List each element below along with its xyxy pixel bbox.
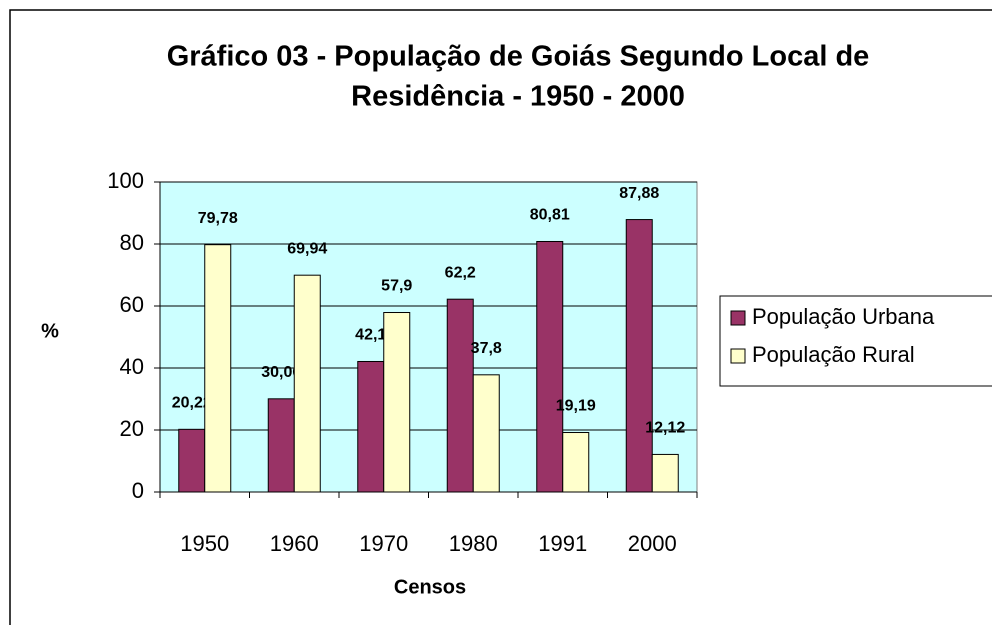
data-label: 42,1 — [355, 327, 386, 344]
y-tick-label: 60 — [120, 292, 144, 317]
data-label: 79,78 — [198, 210, 238, 227]
x-tick-label: 1960 — [270, 531, 319, 556]
bar — [625, 219, 653, 493]
legend-swatch — [730, 348, 746, 364]
x-tick-label: 1991 — [538, 531, 587, 556]
y-tick-label: 20 — [120, 416, 144, 441]
x-tick-label: 1970 — [359, 531, 408, 556]
y-tick-label: 0 — [132, 478, 144, 503]
chart-title: Gráfico 03 - População de Goiás Segundo … — [167, 41, 870, 73]
chart-title: Residência - 1950 - 2000 — [351, 81, 685, 113]
x-tick-label: 1980 — [449, 531, 498, 556]
data-label: 57,9 — [381, 278, 412, 295]
bar — [472, 374, 500, 493]
bar — [651, 453, 679, 493]
data-label: 69,94 — [287, 240, 327, 257]
bar — [204, 244, 232, 493]
y-tick-label: 100 — [107, 168, 144, 193]
legend-label: População Rural — [752, 342, 915, 367]
bar — [357, 360, 385, 493]
data-label: 12,12 — [645, 420, 685, 437]
legend-swatch — [730, 310, 746, 326]
bar — [536, 240, 564, 493]
data-label: 62,2 — [445, 264, 476, 281]
legend-label: População Urbana — [752, 304, 935, 329]
y-tick-label: 80 — [120, 230, 144, 255]
bar — [383, 312, 411, 493]
legend-box — [719, 295, 992, 387]
data-label: 30,06 — [261, 364, 301, 381]
bar — [267, 398, 295, 493]
bar — [293, 274, 321, 493]
data-label: 20,22 — [172, 395, 212, 412]
data-label: 37,8 — [471, 340, 502, 357]
x-axis-label: Censos — [394, 576, 466, 598]
x-tick-label: 1950 — [180, 531, 229, 556]
bar — [446, 298, 474, 493]
bar — [562, 432, 590, 493]
data-label: 87,88 — [619, 185, 659, 202]
data-label: 80,81 — [530, 207, 570, 224]
x-tick-label: 2000 — [628, 531, 677, 556]
bar — [178, 428, 206, 493]
data-label: 19,19 — [556, 398, 596, 415]
plot-area — [159, 181, 698, 493]
y-tick-label: 40 — [120, 354, 144, 379]
y-axis-label: % — [41, 320, 59, 342]
